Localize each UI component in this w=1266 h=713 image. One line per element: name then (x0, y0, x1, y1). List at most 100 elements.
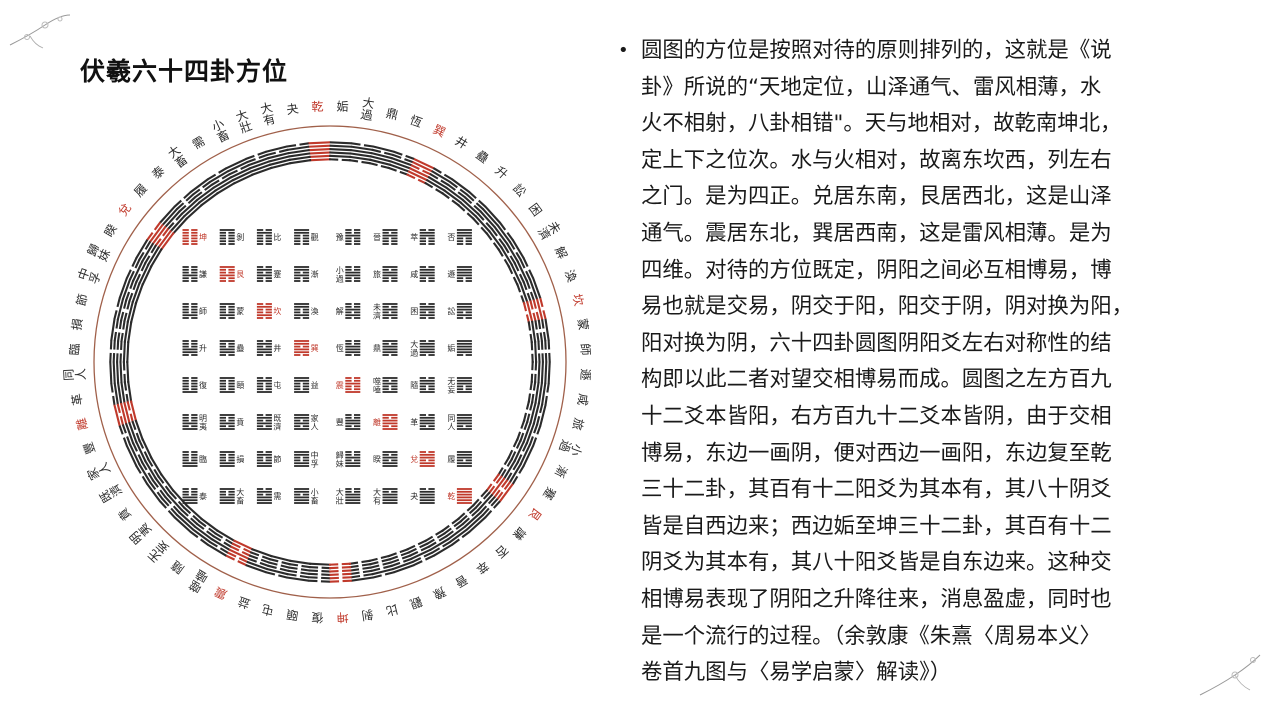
body-text-line: 皆是自西边来；西边姤至坤三十二卦，其百有十二 (641, 513, 1112, 539)
circle-hexagram (110, 380, 133, 406)
square-hexagram (456, 340, 472, 356)
square-hexagram (256, 266, 272, 282)
circle-hexagram (497, 239, 525, 268)
circle-hexagram-label: 巽 (431, 122, 448, 140)
square-hexagram-label: 畜 (311, 495, 319, 505)
circle-hexagram (135, 239, 163, 268)
body-text-line: 卷首九图与〈易学启蒙〉解读》） (641, 660, 952, 686)
body-text-line: 卦》所说的“天地定位，山泽通气、雷风相薄，水 (641, 74, 1102, 100)
square-hexagram (382, 414, 398, 430)
circle-hexagram-label: 豫 (431, 584, 448, 602)
circle-hexagram (225, 539, 254, 567)
circle-hexagram-label: 萃 (473, 558, 491, 576)
square-hexagram-label: 震 (336, 381, 344, 390)
circle-hexagram (173, 191, 203, 221)
square-hexagram (345, 451, 361, 467)
circle-hexagram-label: 旅 (570, 417, 586, 432)
circle-hexagram-label: 頤 (286, 607, 300, 623)
square-hexagram-label: 需 (273, 492, 281, 501)
square-hexagram (419, 266, 435, 282)
square-hexagram-label: 同 (447, 414, 455, 423)
square-hexagram (182, 303, 198, 319)
circle-hexagram-label: 蒙 (575, 318, 591, 332)
circle-hexagram (245, 150, 273, 176)
circle-hexagram (522, 400, 547, 427)
square-hexagram (345, 340, 361, 356)
circle-hexagram (110, 318, 133, 344)
square-hexagram (419, 229, 435, 245)
square-hexagram-label: 旅 (373, 269, 381, 279)
circle-hexagram (113, 297, 138, 324)
square-hexagram (219, 451, 235, 467)
square-hexagram-label: 萃 (410, 232, 418, 242)
circle-hexagram (308, 141, 332, 162)
circle-hexagram-label: 遯 (578, 368, 593, 381)
circle-hexagram-label: 需 (190, 134, 208, 152)
body-text-line: 阴爻为其本有，其八十阳爻皆是自东边来。这种交 (641, 550, 1112, 576)
square-hexagram-label: 壯 (336, 495, 344, 505)
square-hexagram (256, 414, 272, 430)
body-text-line: 四维。对待的方位既定，阴阳之间必互相博易，博 (641, 257, 1112, 283)
square-hexagram-label: 離 (373, 417, 381, 427)
square-hexagram (294, 266, 310, 282)
circle-hexagram-label: 賁 (116, 505, 134, 523)
square-hexagram (219, 340, 235, 356)
square-hexagram (419, 414, 435, 430)
square-hexagram-label: 節 (273, 454, 281, 464)
square-hexagram-label: 咸 (410, 269, 418, 279)
circle-hexagram (387, 548, 415, 574)
square-hexagram (456, 266, 472, 282)
square-hexagram (456, 303, 472, 319)
square-hexagram-label: 艮 (236, 270, 244, 279)
square-hexagram (219, 229, 235, 245)
circle-hexagram-label: 坤 (336, 610, 349, 626)
square-hexagram (419, 340, 435, 356)
circle-hexagram-label: 蹇 (540, 485, 558, 503)
circle-hexagram-label: 人 (96, 460, 114, 477)
circle-hexagram (441, 517, 471, 546)
circle-hexagram (527, 380, 550, 406)
square-hexagram (182, 377, 198, 393)
square-hexagram (345, 377, 361, 393)
square-hexagram (382, 340, 398, 356)
square-hexagram (182, 414, 198, 430)
circle-hexagram-label: 否 (492, 542, 510, 560)
circle-hexagram (207, 167, 236, 195)
square-hexagram-label: 井 (273, 343, 281, 353)
circle-hexagram-label: 中 (74, 266, 92, 282)
circle-hexagram (527, 318, 550, 344)
body-text-line: 博易，东边一画阴，便对西边一画阳，东边复至乾 (641, 440, 1112, 466)
circle-hexagram-label: 訟 (510, 181, 529, 200)
circle-hexagram (471, 205, 501, 235)
square-hexagram-label: 過 (336, 273, 344, 283)
circle-hexagram-label: 咸 (575, 393, 591, 407)
square-hexagram (294, 303, 310, 319)
body-text-line: 构即以此二者对望交相博易而成。圆图之左方百九 (641, 367, 1112, 393)
square-hexagram-label: 恆 (336, 343, 344, 353)
circle-hexagram-label: 歸 (85, 242, 103, 259)
circle-hexagram-label: 震 (212, 584, 229, 602)
circle-hexagram-label: 夬 (286, 101, 300, 117)
square-hexagram-label: 履 (447, 455, 455, 464)
bullet: • (618, 40, 629, 61)
circle-hexagram (173, 503, 203, 533)
circle-hexagram (207, 529, 236, 557)
square-hexagram-label: 歸 (336, 450, 344, 460)
square-hexagram (256, 377, 272, 393)
square-hexagram-label: 姤 (447, 343, 455, 353)
circle-hexagram-label: 屯 (260, 602, 275, 618)
circle-hexagram-label: 升 (492, 163, 510, 181)
square-hexagram-label: 剝 (236, 232, 244, 242)
body-text-line: 火不相射，八卦相错"。天与地相对，故乾南坤北， (641, 111, 1122, 137)
circle-hexagram (368, 554, 395, 579)
circle-hexagram-label: 艮 (526, 505, 544, 523)
circle-hexagram (516, 277, 542, 305)
square-hexagram (219, 377, 235, 393)
circle-hexagram-label: 妹 (96, 247, 114, 264)
square-hexagram-label: 孚 (311, 458, 319, 468)
square-hexagram-label: 解 (336, 306, 344, 316)
circle-hexagram-label: 畜 (214, 127, 231, 146)
square-hexagram-label: 頤 (236, 381, 244, 390)
circle-hexagram-label: 困 (526, 201, 544, 219)
square-hexagram (382, 229, 398, 245)
